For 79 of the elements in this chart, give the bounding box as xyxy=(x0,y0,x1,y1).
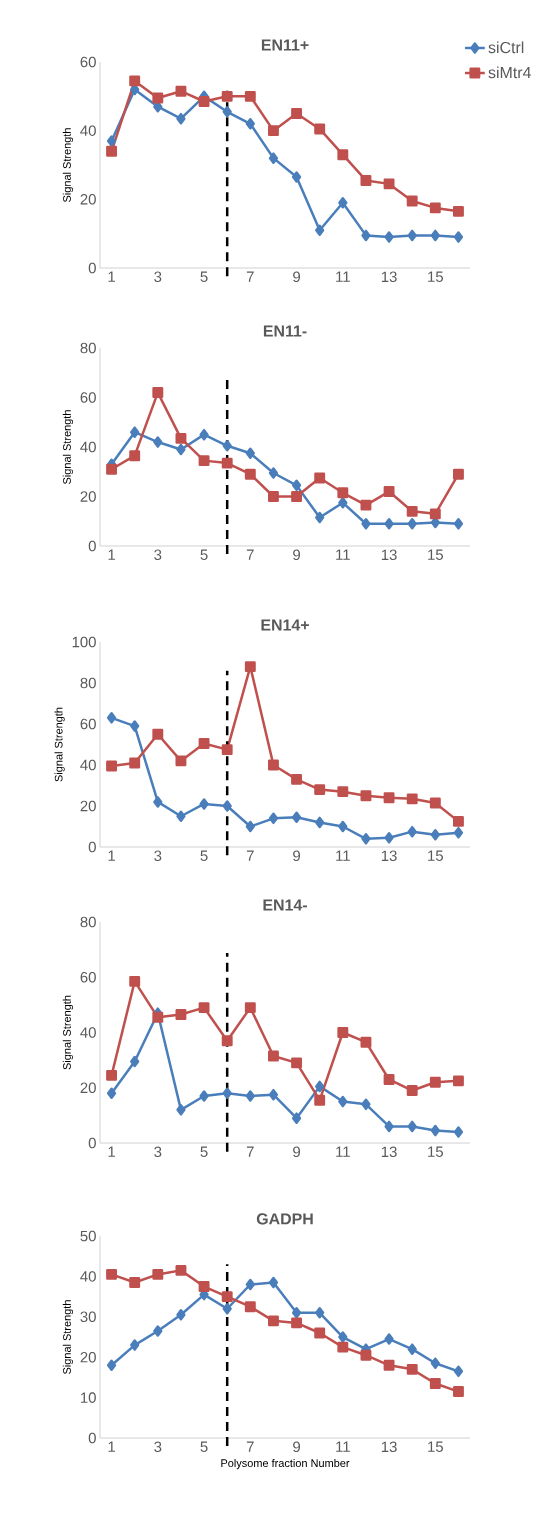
x-tick-label: 13 xyxy=(381,1441,397,1453)
y-tick-label: 0 xyxy=(88,841,96,853)
x-tick-label: 1 xyxy=(108,271,115,282)
x-tick-label: 7 xyxy=(246,1146,254,1157)
legend-label: siCtrl xyxy=(488,41,524,54)
x-tick-label: 15 xyxy=(428,549,443,560)
chart-title: EN11- xyxy=(263,325,307,337)
x-tick-label: 9 xyxy=(293,271,300,283)
y-tick-label: 20 xyxy=(80,800,96,812)
x-tick-label: 5 xyxy=(200,271,208,282)
x-tick-label: 3 xyxy=(154,271,162,283)
chart-title: EN14- xyxy=(263,899,307,911)
x-tick-label: 5 xyxy=(200,1441,208,1452)
y-tick-label: 0 xyxy=(88,1432,96,1444)
x-tick-label: 11 xyxy=(336,1441,350,1452)
y-tick-label: 0 xyxy=(88,262,96,274)
y-tick-label: 0 xyxy=(88,1137,96,1149)
x-tick-label: 15 xyxy=(428,850,443,861)
x-tick-label: 11 xyxy=(336,1146,350,1157)
x-tick-label: 5 xyxy=(200,850,208,861)
y-tick-label: 40 xyxy=(80,125,96,136)
x-tick-label: 3 xyxy=(154,1441,162,1453)
chart-title: GADPH xyxy=(256,1213,313,1225)
legend-label: siMtr4 xyxy=(488,66,531,79)
x-tick-label: 13 xyxy=(381,271,397,283)
y-tick-label: 80 xyxy=(80,916,96,928)
x-tick-label: 1 xyxy=(108,1146,115,1157)
y-tick-label: 60 xyxy=(80,56,96,68)
x-tick-label: 11 xyxy=(336,549,350,560)
x-tick-label: 3 xyxy=(154,850,162,862)
y-tick-label: 20 xyxy=(80,194,96,205)
x-axis-title: Polysome fraction Number xyxy=(221,1458,350,1470)
x-tick-label: 13 xyxy=(381,1146,397,1158)
x-tick-label: 3 xyxy=(154,549,162,561)
y-tick-label: 100 xyxy=(72,636,96,648)
x-tick-label: 7 xyxy=(246,850,254,861)
x-tick-label: 7 xyxy=(246,1441,254,1452)
y-tick-label: 10 xyxy=(81,1392,96,1403)
y-tick-label: 20 xyxy=(80,1082,96,1094)
x-tick-label: 15 xyxy=(428,1146,443,1157)
x-tick-label: 7 xyxy=(246,549,254,560)
y-tick-label: 80 xyxy=(80,342,96,354)
y-axis-title: Signal Strength xyxy=(62,128,74,202)
y-tick-label: 60 xyxy=(80,718,96,730)
x-tick-label: 15 xyxy=(428,1441,443,1452)
x-tick-label: 11 xyxy=(336,850,350,861)
chart-title: EN14+ xyxy=(261,619,309,631)
y-tick-label: 50 xyxy=(80,1230,96,1242)
x-tick-label: 13 xyxy=(381,850,397,862)
y-tick-label: 40 xyxy=(80,1027,96,1038)
y-axis-title: Signal Strength xyxy=(62,1300,74,1374)
x-tick-label: 11 xyxy=(336,271,350,282)
x-tick-label: 1 xyxy=(108,1441,115,1452)
y-tick-label: 20 xyxy=(80,1351,96,1363)
y-axis-title: Signal Strength xyxy=(62,410,74,484)
y-tick-label: 40 xyxy=(80,1271,96,1282)
y-tick-label: 60 xyxy=(80,971,96,983)
x-tick-label: 1 xyxy=(108,549,115,560)
x-tick-label: 1 xyxy=(108,850,115,861)
y-axis-title: Signal Strength xyxy=(62,995,74,1070)
x-tick-label: 5 xyxy=(200,1146,208,1157)
y-tick-label: 40 xyxy=(80,759,96,771)
y-axis-title: Signal Strength xyxy=(54,707,65,782)
x-tick-label: 3 xyxy=(154,1146,162,1158)
x-tick-label: 15 xyxy=(428,271,443,282)
x-tick-label: 9 xyxy=(293,549,300,561)
y-tick-label: 0 xyxy=(88,540,96,552)
x-tick-label: 9 xyxy=(293,850,300,862)
chart-title: EN11+ xyxy=(261,39,309,51)
y-tick-label: 30 xyxy=(80,1311,96,1323)
x-tick-label: 7 xyxy=(246,271,254,282)
x-tick-label: 5 xyxy=(200,549,208,560)
y-tick-label: 60 xyxy=(80,392,96,403)
x-tick-label: 9 xyxy=(293,1146,300,1158)
x-tick-label: 13 xyxy=(381,549,397,561)
y-tick-label: 20 xyxy=(80,491,96,502)
y-tick-label: 40 xyxy=(80,441,96,453)
x-tick-label: 9 xyxy=(293,1441,300,1453)
y-tick-label: 80 xyxy=(80,677,96,689)
